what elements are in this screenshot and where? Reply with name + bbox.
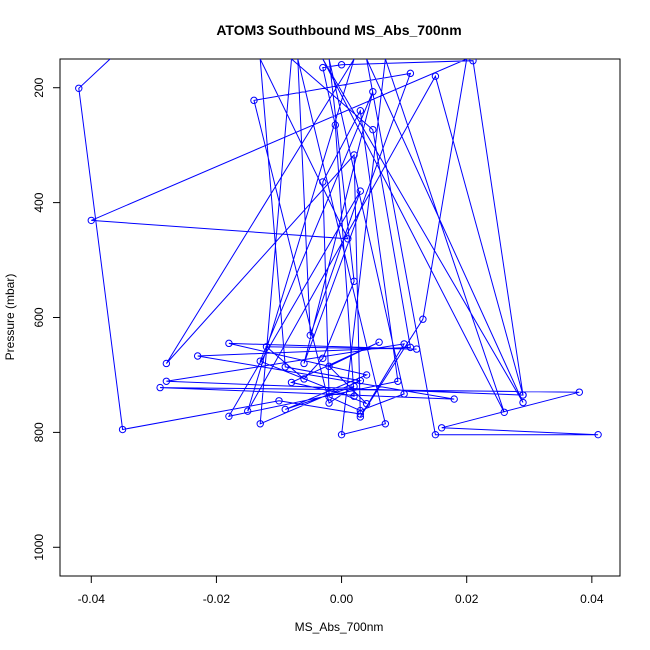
data-point xyxy=(300,375,308,383)
data-point xyxy=(306,331,314,340)
data-point xyxy=(337,430,346,439)
x-tick-label: -0.04 xyxy=(78,592,106,606)
x-tick-label: -0.02 xyxy=(203,592,231,606)
data-point xyxy=(319,63,327,72)
data-point xyxy=(331,121,340,129)
data-point xyxy=(356,410,365,418)
data-point xyxy=(412,345,421,353)
data-point xyxy=(281,363,289,371)
data-point xyxy=(500,408,508,416)
data-point xyxy=(287,378,296,387)
data-point xyxy=(225,339,233,348)
data-point xyxy=(300,359,308,368)
data-point xyxy=(400,390,408,398)
data-point xyxy=(275,397,283,405)
x-tick-label: 0.00 xyxy=(330,592,354,606)
data-point xyxy=(156,383,164,392)
data-point xyxy=(350,151,358,159)
data-point xyxy=(419,315,427,323)
chart-title: ATOM3 Southbound MS_Abs_700nm xyxy=(216,22,461,38)
data-point xyxy=(244,407,252,415)
data-point xyxy=(350,277,358,286)
data-point xyxy=(344,235,352,243)
data-point xyxy=(594,430,602,439)
data-point xyxy=(356,107,365,115)
data-point xyxy=(400,340,408,348)
data-point xyxy=(369,125,377,134)
data-point xyxy=(87,216,95,225)
x-axis-label: MS_Abs_700nm xyxy=(295,620,384,634)
data-point xyxy=(519,398,527,407)
data-point xyxy=(375,338,383,346)
data-point xyxy=(362,399,371,408)
data-point xyxy=(256,420,264,428)
data-point xyxy=(250,96,258,105)
data-point xyxy=(281,405,289,414)
data-point xyxy=(437,424,446,432)
y-tick-label: 1000 xyxy=(32,534,46,561)
data-point xyxy=(262,343,271,351)
data-point xyxy=(162,377,171,385)
data-point xyxy=(319,354,327,362)
data-point xyxy=(575,388,584,396)
data-point xyxy=(394,377,402,385)
data-point xyxy=(356,376,365,385)
data-point xyxy=(356,406,365,415)
data-point xyxy=(362,371,371,379)
data-point xyxy=(118,425,127,434)
x-axis: -0.04 -0.02 0.00 0.02 0.04 xyxy=(78,575,604,606)
data-point xyxy=(225,412,233,421)
y-axis: 200 400 600 800 1000 xyxy=(32,77,61,561)
data-point xyxy=(193,352,202,360)
data-point xyxy=(350,382,358,391)
series-line xyxy=(78,59,599,436)
data-point xyxy=(431,430,440,439)
data-point xyxy=(431,72,440,80)
series-layer xyxy=(75,59,602,439)
data-point xyxy=(350,392,358,400)
data-point xyxy=(369,88,377,96)
data-point xyxy=(381,420,390,428)
y-tick-label: 400 xyxy=(32,192,46,212)
data-point xyxy=(319,178,327,186)
data-point xyxy=(406,69,415,78)
x-tick-label: 0.04 xyxy=(580,592,604,606)
data-point xyxy=(469,59,477,65)
data-point xyxy=(325,399,333,407)
x-tick-label: 0.02 xyxy=(455,592,479,606)
data-point xyxy=(256,357,264,365)
data-point xyxy=(519,391,527,399)
y-tick-label: 600 xyxy=(32,307,46,327)
y-tick-label: 200 xyxy=(32,77,46,97)
data-point xyxy=(162,359,171,368)
y-axis-label: Pressure (mbar) xyxy=(3,274,17,361)
data-point xyxy=(450,395,458,403)
data-point xyxy=(356,187,365,195)
data-point xyxy=(75,84,83,92)
data-point xyxy=(337,61,346,69)
y-tick-label: 800 xyxy=(32,422,46,442)
data-point xyxy=(325,362,333,371)
plot-frame xyxy=(59,58,621,577)
